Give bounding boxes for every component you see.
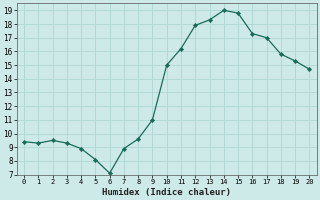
X-axis label: Humidex (Indice chaleur): Humidex (Indice chaleur) [102,188,231,197]
